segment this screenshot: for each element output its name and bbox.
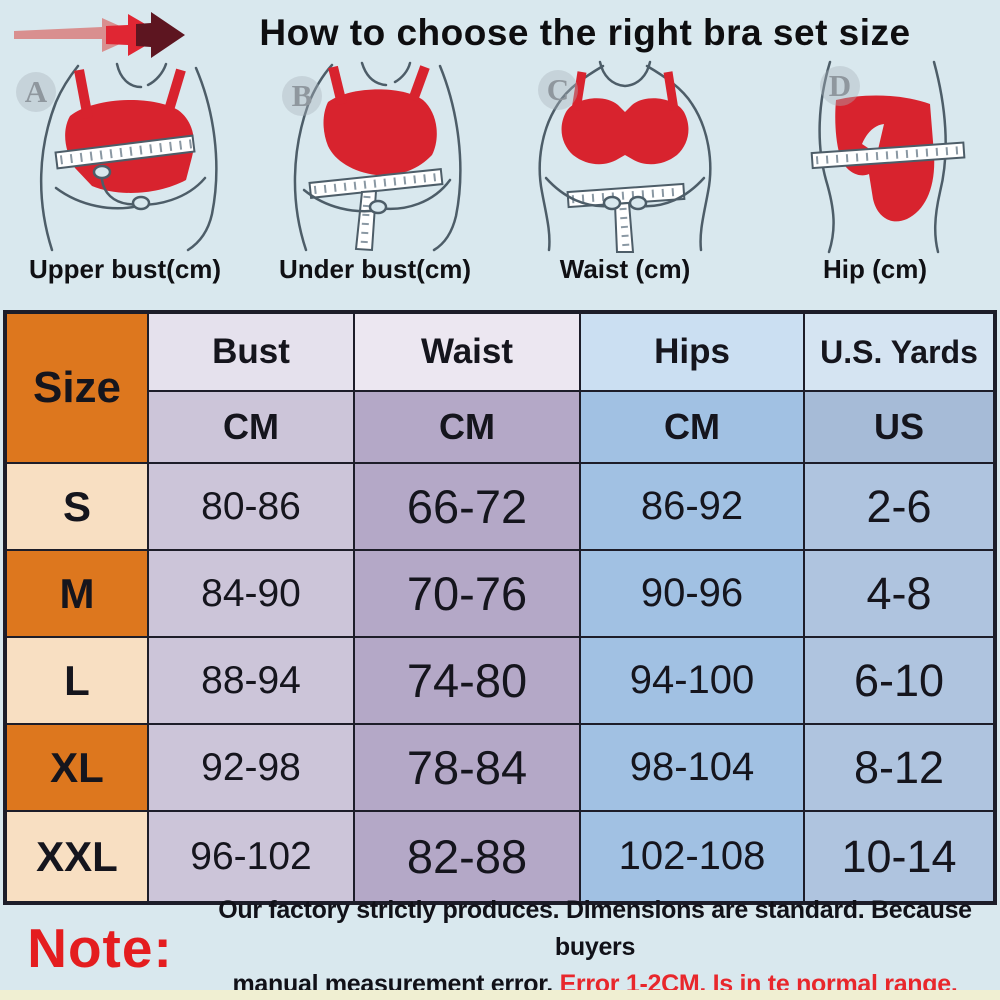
column-header-hips: Hips [580, 313, 804, 391]
size-table: Size Bust Waist Hips U.S. Yards CM CM CM… [3, 310, 997, 905]
figure-label-under-bust: Under bust(cm) [278, 254, 472, 284]
row-size-m: M [6, 550, 148, 637]
cell-s-waist: 66-72 [354, 463, 580, 550]
figure-under-bust: B [250, 60, 500, 292]
unit-header-hips-cm: CM [580, 391, 804, 463]
note-section: Note: Our factory strictly produces. Dim… [0, 896, 1000, 998]
column-header-waist: Waist [354, 313, 580, 391]
figure-label-upper-bust: Upper bust(cm) [28, 254, 222, 284]
figure-label-hip: Hip (cm) [823, 254, 927, 284]
row-size-xxl: XXL [6, 811, 148, 902]
column-header-us-yards: U.S. Yards [804, 313, 994, 391]
upper-bust-illustration-icon [39, 62, 218, 252]
letter-badge-d: D [820, 66, 860, 106]
cell-m-bust: 84-90 [148, 550, 354, 637]
cell-l-hips: 94-100 [580, 637, 804, 724]
letter-badge-b: B [282, 76, 322, 116]
column-header-bust: Bust [148, 313, 354, 391]
letter-badge-a: A [16, 72, 56, 112]
page-title: How to choose the right bra set size [259, 12, 911, 53]
cell-xxl-us: 10-14 [804, 811, 994, 902]
unit-header-bust-cm: CM [148, 391, 354, 463]
cell-l-waist: 74-80 [354, 637, 580, 724]
figure-upper-bust: A [0, 60, 250, 292]
cell-l-us: 6-10 [804, 637, 994, 724]
waist-illustration-icon [538, 60, 712, 253]
cell-s-bust: 80-86 [148, 463, 354, 550]
note-label: Note: [27, 916, 173, 979]
cell-m-us: 4-8 [804, 550, 994, 637]
unit-header-us: US [804, 391, 994, 463]
bottom-strip [0, 990, 1000, 1000]
note-text: Our factory strictly produces. Dimension… [200, 892, 990, 1000]
figure-hip: D Hip (cm) [750, 60, 1000, 292]
cell-xl-hips: 98-104 [580, 724, 804, 811]
cell-m-waist: 70-76 [354, 550, 580, 637]
measurement-figures: A [0, 60, 1000, 292]
table-corner-size-header: Size [6, 313, 148, 463]
cell-xxl-waist: 82-88 [354, 811, 580, 902]
figure-waist: C [500, 60, 750, 292]
note-line1: Our factory strictly produces. Dimension… [218, 896, 972, 961]
cell-m-hips: 90-96 [580, 550, 804, 637]
letter-badge-c: C [538, 70, 578, 110]
cell-xl-bust: 92-98 [148, 724, 354, 811]
triple-arrow-icon [14, 12, 185, 58]
cell-xxl-bust: 96-102 [148, 811, 354, 902]
title-bar: How to choose the right bra set size [0, 4, 1000, 62]
cell-xl-waist: 78-84 [354, 724, 580, 811]
cell-xxl-hips: 102-108 [580, 811, 804, 902]
cell-l-bust: 88-94 [148, 637, 354, 724]
figure-label-waist: Waist (cm) [559, 254, 691, 284]
cell-s-us: 2-6 [804, 463, 994, 550]
under-bust-illustration-icon [293, 61, 462, 252]
row-size-l: L [6, 637, 148, 724]
hip-illustration-icon [810, 60, 966, 254]
cell-xl-us: 8-12 [804, 724, 994, 811]
cell-s-hips: 86-92 [580, 463, 804, 550]
row-size-xl: XL [6, 724, 148, 811]
row-size-s: S [6, 463, 148, 550]
unit-header-waist-cm: CM [354, 391, 580, 463]
